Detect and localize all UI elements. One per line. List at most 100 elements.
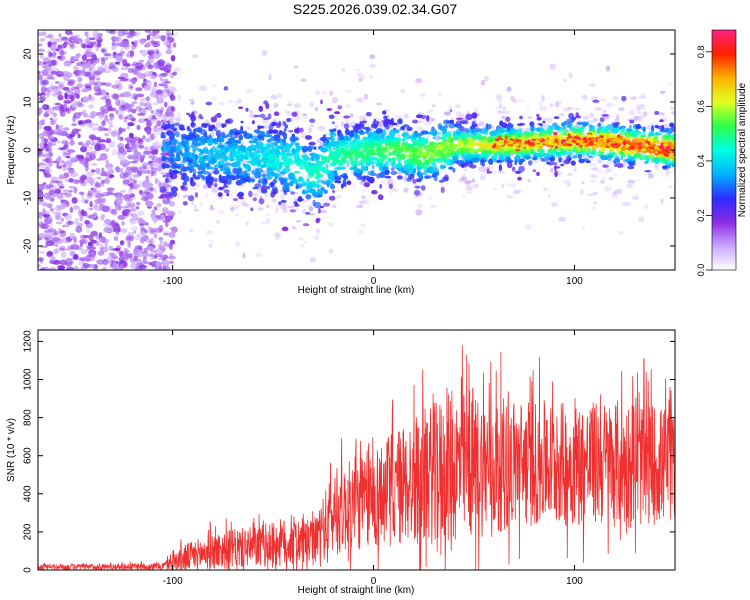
noise-blob <box>73 86 80 90</box>
signal-blob <box>436 132 442 135</box>
signal-halo-blob <box>204 192 209 198</box>
noise-blob <box>145 200 154 207</box>
signal-halo-blob <box>217 209 225 214</box>
signal-halo-blob <box>293 103 301 109</box>
signal-blob <box>397 118 402 124</box>
noise-blob <box>68 220 72 226</box>
signal-blob <box>390 167 394 171</box>
signal-blob <box>222 179 228 184</box>
noise-blob <box>134 253 141 257</box>
signal-halo-blob <box>606 161 611 165</box>
signal-halo-blob <box>673 169 675 173</box>
noise-blob <box>130 193 136 198</box>
noise-blob <box>132 136 141 141</box>
signal-halo-blob <box>360 195 366 199</box>
noise-blob <box>147 160 154 164</box>
noise-blob <box>67 72 73 78</box>
signal-halo-blob <box>245 221 250 226</box>
signal-halo-blob <box>242 252 246 259</box>
noise-blob <box>115 168 123 173</box>
signal-blob <box>298 176 304 181</box>
noise-blob <box>153 81 157 88</box>
signal-blob <box>599 117 605 123</box>
noise-blob <box>81 143 90 149</box>
signal-blob <box>316 166 322 170</box>
noise-blob <box>135 249 142 253</box>
signal-halo-blob <box>362 187 368 192</box>
signal-halo-blob <box>415 77 423 84</box>
noise-blob <box>137 232 142 238</box>
signal-blob <box>267 153 274 161</box>
noise-blob <box>71 123 77 127</box>
noise-blob <box>150 88 157 93</box>
noise-blob <box>137 210 145 216</box>
noise-blob <box>114 61 120 65</box>
signal-blob <box>376 159 383 164</box>
noise-blob <box>73 186 78 194</box>
signal-halo-blob <box>562 107 571 112</box>
signal-blob <box>289 136 297 143</box>
noise-blob <box>107 106 113 112</box>
noise-blob <box>62 127 70 131</box>
signal-blob <box>308 141 316 146</box>
signal-blob <box>363 182 370 188</box>
signal-blob <box>192 168 197 175</box>
noise-blob <box>88 95 95 102</box>
noise-blob <box>117 114 122 118</box>
noise-blob <box>159 253 165 260</box>
signal-blob <box>260 142 266 150</box>
signal-halo-blob <box>581 181 585 185</box>
noise-blob <box>130 207 136 213</box>
noise-blob <box>66 266 75 270</box>
signal-blob <box>412 119 418 124</box>
noise-blob <box>48 152 54 158</box>
noise-blob <box>73 236 77 244</box>
signal-blob <box>479 142 485 148</box>
signal-blob <box>335 151 342 157</box>
signal-blob <box>279 171 287 175</box>
noise-blob <box>102 51 108 56</box>
noise-blob <box>136 39 143 44</box>
signal-blob <box>536 116 542 121</box>
noise-blob <box>74 87 81 95</box>
noise-blob <box>48 223 53 230</box>
signal-blob <box>218 174 222 181</box>
signal-blob <box>421 131 427 135</box>
noise-blob <box>39 201 48 205</box>
signal-blob <box>223 86 229 91</box>
noise-blob <box>64 92 68 100</box>
signal-halo-blob <box>581 94 588 100</box>
signal-halo-blob <box>152 157 159 164</box>
signal-blob <box>279 129 282 136</box>
noise-blob <box>119 172 124 176</box>
signal-blob <box>171 127 178 130</box>
noise-blob <box>38 211 44 218</box>
noise-blob <box>105 159 109 164</box>
signal-halo-blob <box>297 236 305 241</box>
noise-blob <box>94 136 102 141</box>
signal-blob <box>258 198 265 205</box>
noise-blob <box>80 43 86 49</box>
signal-halo-blob <box>155 105 162 108</box>
signal-halo-blob <box>274 233 281 240</box>
noise-blob <box>150 237 155 245</box>
signal-blob <box>343 144 350 148</box>
signal-halo-blob <box>190 193 196 196</box>
signal-blob <box>319 205 324 209</box>
signal-blob <box>180 152 188 158</box>
signal-halo-blob <box>638 96 646 99</box>
noise-blob <box>50 70 58 75</box>
noise-blob <box>41 79 49 86</box>
signal-blob <box>629 119 635 124</box>
noise-blob <box>162 259 170 267</box>
signal-blob <box>602 164 609 168</box>
signal-halo-blob <box>418 126 424 132</box>
noise-blob <box>38 192 45 198</box>
signal-blob <box>250 207 254 211</box>
noise-blob <box>117 109 124 117</box>
noise-blob <box>122 158 128 164</box>
signal-blob <box>452 143 459 146</box>
signal-blob <box>461 149 469 152</box>
signal-blob <box>282 138 286 143</box>
